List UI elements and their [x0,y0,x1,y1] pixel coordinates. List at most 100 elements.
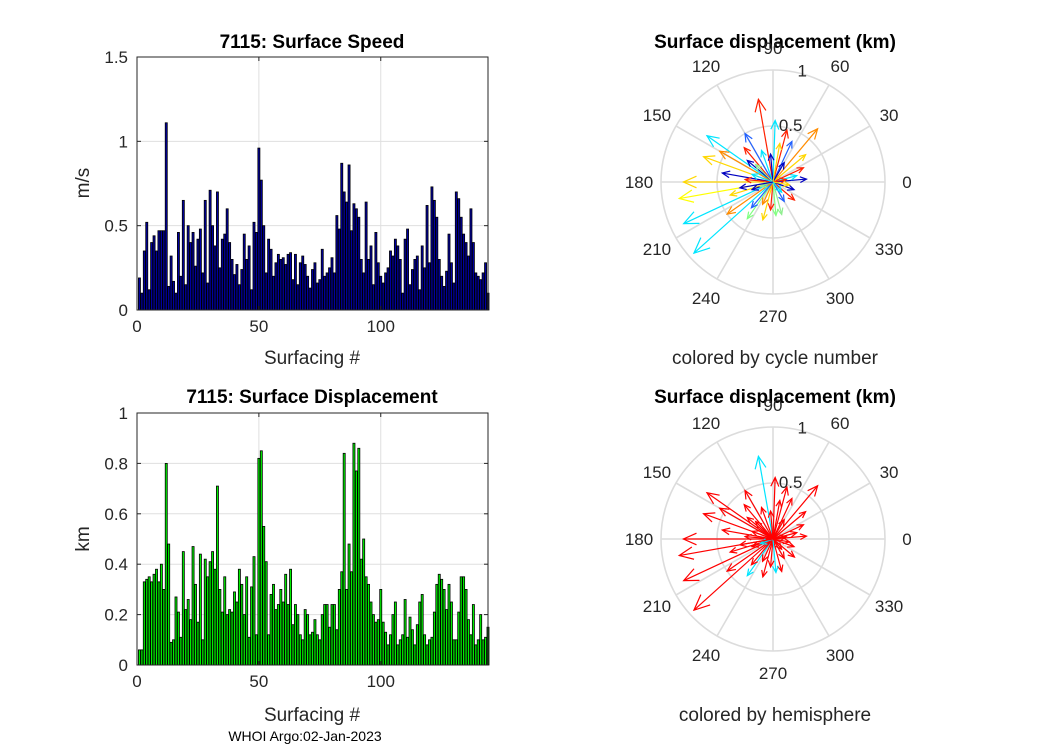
y-tick-label: 0.5 [104,217,128,236]
bar [323,275,327,311]
displacement-arrow [754,97,774,183]
bar [196,238,200,311]
bar [374,621,378,666]
bar [462,576,466,666]
polar-angle-label: 210 [643,597,671,616]
bar [264,561,268,666]
bar [408,284,412,311]
bar [396,644,400,666]
displacement-arrow [772,180,791,188]
bar [445,609,448,666]
bar [194,583,197,666]
compass-cycle-chart: Surface displacement (km) colored by cyc… [625,32,912,369]
bar [181,199,185,311]
bar [272,275,275,311]
x-tick-label: 0 [132,317,141,336]
bar [308,634,312,666]
displacement-arrow [743,176,774,184]
axes-frame [136,56,489,311]
x-tick-label: 50 [249,317,268,336]
bar [138,277,141,311]
displacement-arrow [761,181,774,206]
bar [354,470,358,666]
displacement-arrow [754,454,774,540]
displacement-arrow [750,538,774,566]
displacement-arrow [692,181,774,255]
bar [484,636,487,666]
bar [401,634,405,666]
displacement-arrow [750,181,774,209]
bar [274,609,278,666]
bar [298,262,302,311]
polar-angle-label: 240 [692,646,720,665]
bar [218,589,222,666]
polar-angle-label: 210 [643,240,671,259]
bar [301,255,305,311]
bar [276,604,280,666]
y-tick-label: 0 [119,656,128,675]
bar [474,272,478,311]
bar [152,235,156,311]
displacement-bar-chart: 7115: Surface Displacement Surfacing # k… [73,387,490,726]
bar [447,233,451,311]
bar [296,284,300,311]
bar [184,284,188,311]
bar [189,242,193,311]
bar [240,269,244,311]
bar [347,164,351,311]
displacement-arrow [772,484,819,540]
bar [352,442,356,666]
polar-angle-label: 120 [692,414,720,433]
polar-angle-label: 60 [831,57,850,76]
bar [306,275,310,311]
bar [211,551,214,666]
bar [203,199,207,311]
polar-angle-label: 120 [692,57,720,76]
bar [257,457,261,666]
bar [318,279,322,311]
displacement-arrow [772,538,785,560]
bar [311,269,314,311]
bar [423,267,427,311]
bar [264,272,268,311]
bar [467,619,470,666]
axes-frame [136,412,489,666]
displacement-arrow [750,173,774,183]
bar [252,221,256,311]
bar [194,265,197,311]
displacement-arrow [772,538,784,573]
bar [279,258,283,311]
displacement-arrow [705,134,774,183]
displacement-arrow [772,524,805,540]
bar [408,616,412,666]
bar [286,253,290,311]
polar-angle-label: 330 [875,240,903,259]
bar [479,279,483,311]
bar [418,601,422,666]
displacement-arrow [743,146,774,183]
bar [318,639,322,666]
bar [228,609,232,666]
bar [342,452,346,666]
bar [213,245,217,311]
bar [208,189,212,311]
bar [440,275,444,311]
bar [274,262,278,311]
bar [335,629,339,666]
bar [476,275,480,311]
bar [279,589,283,666]
displacement-arrow [720,170,774,183]
bar [174,596,178,666]
bar [223,576,227,666]
x-tick-label: 50 [249,672,268,691]
bar [159,230,163,311]
bar [337,589,341,666]
bar [237,284,241,311]
bar [186,225,190,311]
bar [328,626,331,666]
bar [325,272,329,311]
bar [347,543,351,666]
y-tick-label: 0.4 [104,555,128,574]
polar-radius-label: 0.5 [779,473,803,492]
y-tick-label: 1 [119,404,128,423]
